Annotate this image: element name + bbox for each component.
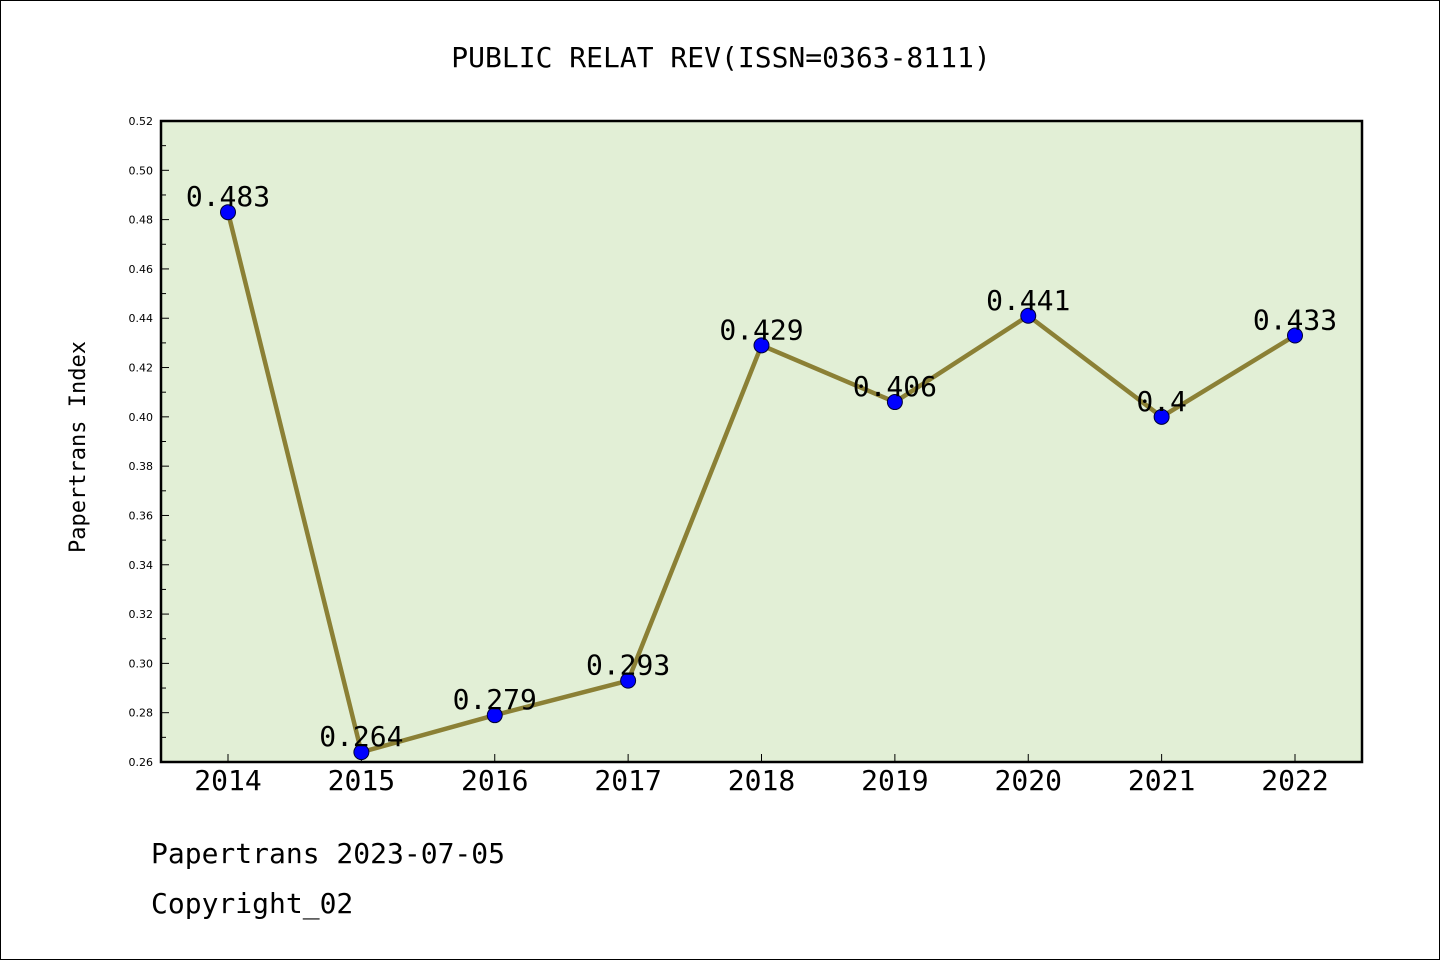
- marker-layer: [220, 204, 1303, 761]
- x-tick-label: 2014: [194, 764, 261, 797]
- y-tick-label: 0.38: [129, 460, 154, 473]
- x-tick-label: 2018: [728, 764, 795, 797]
- y-tick-label: 0.50: [129, 164, 154, 177]
- data-label: 0.429: [719, 313, 803, 346]
- data-point: [486, 707, 503, 724]
- data-label: 0.433: [1253, 303, 1337, 336]
- data-label: 0.4: [1136, 385, 1187, 418]
- data-point: [886, 394, 903, 411]
- data-point: [620, 672, 637, 689]
- chart-title: PUBLIC RELAT REV(ISSN=0363-8111): [451, 41, 990, 74]
- data-point: [1020, 307, 1037, 324]
- x-tick-label: 2019: [861, 764, 928, 797]
- footer-copyright-line: Copyright_02: [151, 887, 354, 920]
- y-axis-label: Papertrans Index: [66, 341, 91, 553]
- y-tick-label: 0.36: [129, 509, 154, 522]
- data-point: [353, 744, 370, 761]
- data-point: [1153, 408, 1170, 425]
- x-tick-label: 2016: [461, 764, 528, 797]
- data-label: 0.279: [453, 683, 537, 716]
- y-tick-label: 0.46: [129, 263, 154, 276]
- y-axis-tick-labels: 0.26 0.28 0.30 0.32 0.34 0.36 0.38 0.40 0.42 0.44…: [129, 115, 154, 769]
- y-tick-label: 0.44: [129, 312, 154, 325]
- y-tick-label: 0.40: [129, 411, 154, 424]
- data-point: [753, 337, 770, 354]
- y-tick-label: 0.48: [129, 214, 154, 227]
- y-tick-label: 0.32: [129, 608, 154, 621]
- x-tick-label: 2022: [1261, 764, 1328, 797]
- data-point: [220, 204, 236, 221]
- y-tick-label: 0.34: [129, 559, 154, 572]
- data-label: 0.293: [586, 649, 670, 682]
- axis-ticks: [161, 120, 1296, 763]
- data-label: 0.264: [319, 720, 403, 753]
- plot-area: [159, 119, 1364, 764]
- x-tick-label: 2021: [1128, 764, 1195, 797]
- y-tick-label: 0.42: [129, 362, 154, 375]
- x-axis-tick-labels: 2014 2015 2016 2017 2018 2019 2020 2021 2022: [194, 764, 1328, 797]
- y-tick-label: 0.28: [129, 707, 154, 720]
- data-label-layer: 0.483 0.264 0.279 0.293 0.429 0.406 0.441 0.4 0.…: [186, 180, 1337, 753]
- x-tick-label: 2017: [594, 764, 661, 797]
- data-label: 0.483: [186, 180, 270, 213]
- footer-date-line: Papertrans 2023-07-05: [151, 837, 506, 870]
- x-tick-label: 2015: [328, 764, 395, 797]
- data-label: 0.441: [986, 284, 1070, 317]
- y-tick-label: 0.26: [129, 756, 154, 769]
- x-tick-label: 2020: [995, 764, 1062, 797]
- data-label: 0.406: [853, 370, 937, 403]
- data-point: [1287, 327, 1303, 344]
- y-tick-label: 0.52: [129, 115, 154, 128]
- y-tick-label: 0.30: [129, 657, 154, 670]
